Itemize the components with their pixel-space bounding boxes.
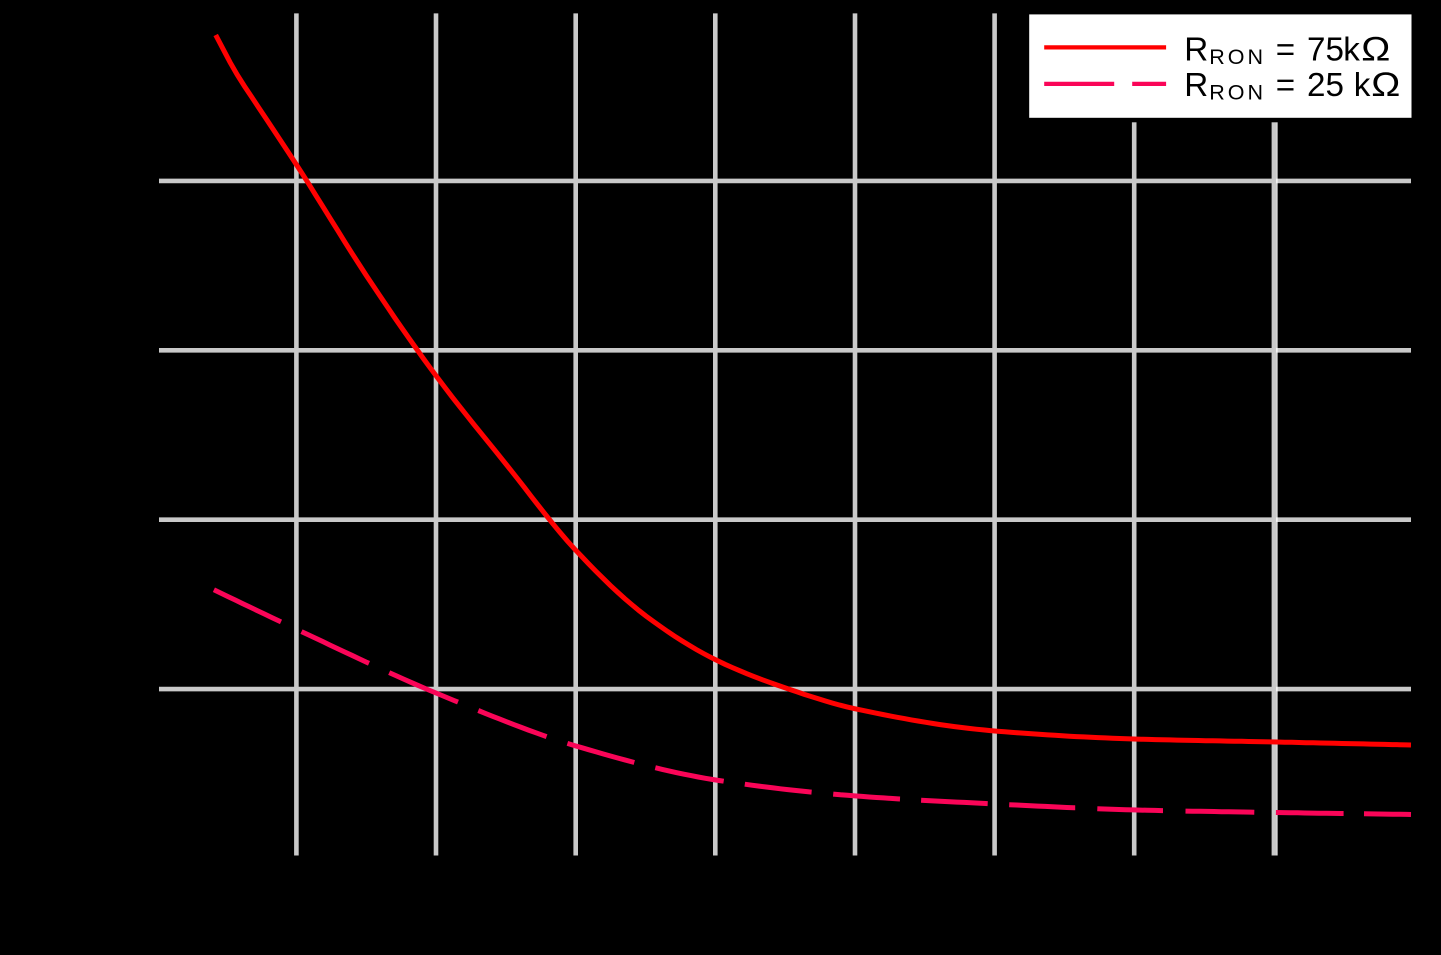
svg-text:RRON=75k: RRON = 75k xyxy=(1184,32,1360,69)
svg-text:Ω: Ω xyxy=(1361,30,1390,68)
svg-text:RRON=25k: RRON = 25 k xyxy=(1184,67,1371,104)
svg-text:Ω: Ω xyxy=(1371,65,1400,103)
